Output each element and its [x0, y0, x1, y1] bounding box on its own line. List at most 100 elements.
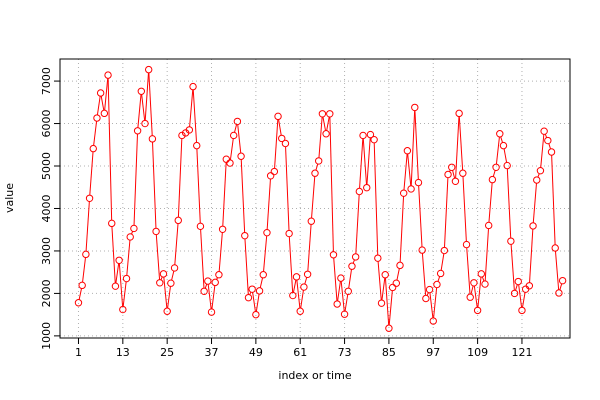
- series-line-segment: [452, 170, 456, 179]
- data-point: [326, 110, 334, 118]
- series-line-segment: [307, 224, 312, 272]
- series-line-segment: [462, 176, 467, 242]
- data-point: [318, 110, 327, 118]
- data-point: [418, 246, 426, 254]
- data-point: [514, 277, 522, 286]
- data-point: [529, 222, 537, 230]
- data-point: [366, 130, 375, 139]
- data-point: [233, 117, 242, 126]
- data-point: [274, 112, 282, 121]
- data-point: [507, 237, 515, 245]
- data-point: [503, 161, 511, 170]
- series-line-segment: [288, 236, 294, 293]
- series-line-segment: [78, 288, 82, 300]
- series-line-segment: [492, 170, 496, 177]
- series-line-segment: [429, 292, 434, 318]
- data-point: [322, 130, 330, 138]
- series-line-segment: [274, 119, 279, 169]
- data-point: [130, 224, 138, 233]
- y-tick-label: 5000: [40, 152, 53, 180]
- x-tick-label: 37: [205, 346, 219, 359]
- series-line-segment: [240, 159, 246, 233]
- series-line-segment: [118, 263, 124, 307]
- series-line-segment: [300, 290, 304, 309]
- data-point: [547, 148, 556, 156]
- x-tick-label: 13: [116, 346, 130, 359]
- data-point: [108, 219, 116, 228]
- data-point: [351, 253, 360, 261]
- x-axis-title: index or time: [278, 369, 351, 382]
- series-line-segment: [477, 277, 482, 308]
- data-point: [510, 289, 519, 298]
- series-line-segment: [326, 116, 330, 131]
- series-line-segment: [259, 277, 264, 288]
- series-line-segment: [481, 276, 485, 282]
- series-line-segment: [381, 277, 386, 301]
- series-line-segment: [278, 119, 282, 136]
- data-point: [518, 306, 526, 315]
- data-point: [462, 240, 471, 249]
- series-line-segment: [82, 257, 86, 283]
- series-line-segment: [204, 283, 208, 289]
- x-tick-label: 1: [75, 346, 82, 359]
- series-line-segment: [540, 134, 545, 168]
- series-line-segment: [506, 168, 512, 239]
- data-point: [215, 271, 223, 279]
- data-point: [111, 282, 120, 290]
- series-line-segment: [311, 176, 316, 219]
- data-point: [307, 217, 316, 225]
- series-line-segment: [126, 240, 131, 276]
- grid-lines: [60, 59, 570, 338]
- data-point: [207, 308, 216, 316]
- data-point: [544, 136, 552, 145]
- data-point: [141, 119, 149, 128]
- series-line-segment: [421, 253, 427, 296]
- series-line-segment: [414, 110, 419, 180]
- data-point: [174, 216, 182, 225]
- series-line-segment: [171, 270, 175, 281]
- series-line-segment: [192, 89, 198, 143]
- series-line-segment: [348, 269, 352, 289]
- series-line-segment: [340, 281, 345, 312]
- x-tick-label: 73: [338, 346, 352, 359]
- series-line-segment: [160, 276, 163, 281]
- data-point: [189, 82, 197, 91]
- data-point: [392, 279, 401, 287]
- data-point: [281, 139, 290, 148]
- x-tick-label: 61: [293, 346, 307, 359]
- series-line-segment: [444, 177, 449, 248]
- series-line-segment: [548, 143, 552, 150]
- series-line-segment: [218, 232, 223, 272]
- y-tick-label: 6000: [40, 110, 53, 138]
- data-point: [193, 141, 201, 150]
- series-layer: [74, 65, 567, 332]
- series-line-segment: [122, 281, 127, 307]
- series-line-segment: [437, 276, 441, 282]
- data-point: [433, 280, 441, 289]
- data-point: [148, 135, 157, 143]
- series-line-segment: [137, 94, 142, 128]
- data-point: [525, 282, 534, 290]
- series-line-segment: [503, 148, 508, 163]
- series-line-segment: [211, 285, 216, 309]
- data-point: [555, 289, 563, 297]
- data-point: [340, 310, 349, 318]
- data-point: [492, 163, 500, 171]
- data-point: [244, 293, 253, 302]
- series-line-segment: [484, 228, 489, 281]
- data-point: [329, 251, 338, 259]
- data-point: [185, 126, 194, 134]
- series-line-segment: [93, 121, 98, 146]
- data-point: [196, 222, 205, 231]
- data-point: [119, 305, 127, 314]
- series-line-segment: [148, 72, 153, 136]
- x-tick-label: 121: [511, 346, 532, 359]
- data-point: [170, 264, 179, 272]
- data-point: [314, 157, 323, 165]
- data-point: [411, 103, 419, 112]
- series-line-segment: [532, 183, 537, 223]
- series-line-segment: [396, 268, 400, 281]
- series-line-segment: [96, 96, 101, 115]
- series-line-segment: [554, 251, 560, 290]
- series-line-segment: [458, 116, 464, 171]
